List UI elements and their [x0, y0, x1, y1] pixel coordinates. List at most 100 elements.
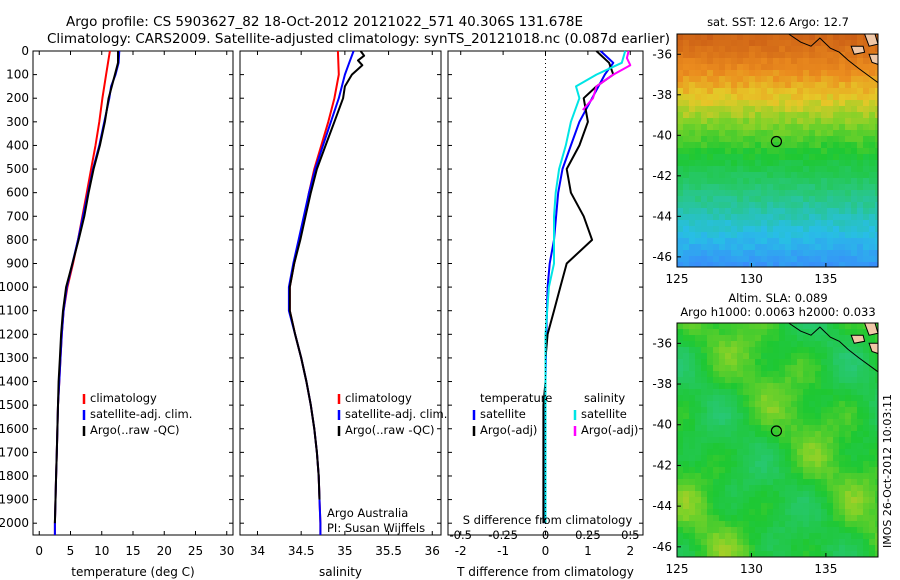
- map-cell: [749, 226, 755, 232]
- map-cell: [863, 431, 869, 437]
- map-cell: [683, 202, 689, 208]
- map-cell: [761, 497, 767, 503]
- map-cell: [755, 539, 761, 545]
- map-cell: [815, 166, 821, 172]
- map-cell: [869, 545, 875, 551]
- map-cell: [725, 112, 731, 118]
- map-cell: [833, 419, 839, 425]
- map-cell: [743, 70, 749, 76]
- map-cell: [755, 527, 761, 533]
- map-cell: [683, 154, 689, 160]
- map-cell: [815, 196, 821, 202]
- map-cell: [743, 467, 749, 473]
- map-cell: [767, 196, 773, 202]
- map-cell: [779, 545, 785, 551]
- map-cell: [839, 46, 845, 52]
- map-cell: [797, 329, 803, 335]
- map-cell: [701, 184, 707, 190]
- map-cell: [761, 256, 767, 262]
- map-cell: [677, 383, 683, 389]
- map-cell: [749, 142, 755, 148]
- map-cell: [857, 232, 863, 238]
- map-cell: [857, 70, 863, 76]
- map-cell: [695, 329, 701, 335]
- map-cell: [725, 238, 731, 244]
- map-cell: [689, 136, 695, 142]
- map-cell: [869, 106, 875, 112]
- map-cell: [773, 509, 779, 515]
- map-cell: [809, 347, 815, 353]
- map-cell: [689, 359, 695, 365]
- map-cell: [809, 244, 815, 250]
- map-cell: [719, 467, 725, 473]
- map-cell: [701, 220, 707, 226]
- map-cell: [731, 136, 737, 142]
- map-cell: [749, 437, 755, 443]
- map-cell: [767, 130, 773, 136]
- map-cell: [845, 58, 851, 64]
- map-cell: [815, 521, 821, 527]
- map-cell: [725, 329, 731, 335]
- map-cell: [791, 226, 797, 232]
- map-cell: [731, 106, 737, 112]
- map-cell: [839, 473, 845, 479]
- map-cell: [779, 341, 785, 347]
- map-cell: [785, 226, 791, 232]
- map-cell: [761, 347, 767, 353]
- map-cell: [827, 70, 833, 76]
- map-cell: [833, 527, 839, 533]
- map-cell: [845, 461, 851, 467]
- map-cell: [713, 214, 719, 220]
- map-cell: [869, 178, 875, 184]
- map-cell: [791, 244, 797, 250]
- map-cell: [743, 160, 749, 166]
- map-cell: [731, 190, 737, 196]
- map-cell: [791, 202, 797, 208]
- map-cell: [677, 154, 683, 160]
- map-cell: [767, 413, 773, 419]
- map-cell: [755, 184, 761, 190]
- map-cell: [761, 178, 767, 184]
- salinity-axes-frame: [239, 50, 442, 536]
- map-cell: [737, 40, 743, 46]
- map-cell: [689, 184, 695, 190]
- map-cell: [827, 383, 833, 389]
- map-cell: [815, 347, 821, 353]
- map-cell: [677, 551, 683, 557]
- map-cell: [683, 100, 689, 106]
- map-cell: [797, 437, 803, 443]
- map-cell: [749, 449, 755, 455]
- salinity-panel: 34 34.5 35 35.5 36salinityclimatologysatelli…: [239, 50, 447, 579]
- map-cell: [725, 94, 731, 100]
- map-cell: [755, 491, 761, 497]
- map-cell: [875, 226, 878, 232]
- map-cell: [839, 521, 845, 527]
- map-cell: [689, 106, 695, 112]
- map-cell: [851, 341, 857, 347]
- map-cell: [749, 509, 755, 515]
- map-cell: [857, 341, 863, 347]
- map-cell: [779, 473, 785, 479]
- map-cell: [845, 359, 851, 365]
- map-cell: [677, 226, 683, 232]
- map-cell: [743, 341, 749, 347]
- map-cell: [713, 437, 719, 443]
- map-cell: [821, 226, 827, 232]
- map-cell: [707, 503, 713, 509]
- map-cell: [857, 425, 863, 431]
- map-cell: [695, 437, 701, 443]
- map-cell: [707, 58, 713, 64]
- map-cell: [695, 395, 701, 401]
- map-cell: [707, 521, 713, 527]
- map-cell: [695, 359, 701, 365]
- map-cell: [707, 377, 713, 383]
- map-cell: [869, 220, 875, 226]
- map-cell: [689, 196, 695, 202]
- map-cell: [797, 214, 803, 220]
- map-cell: [845, 431, 851, 437]
- map-cell: [779, 208, 785, 214]
- map-cell: [821, 172, 827, 178]
- map-cell: [839, 545, 845, 551]
- map-cell: [779, 88, 785, 94]
